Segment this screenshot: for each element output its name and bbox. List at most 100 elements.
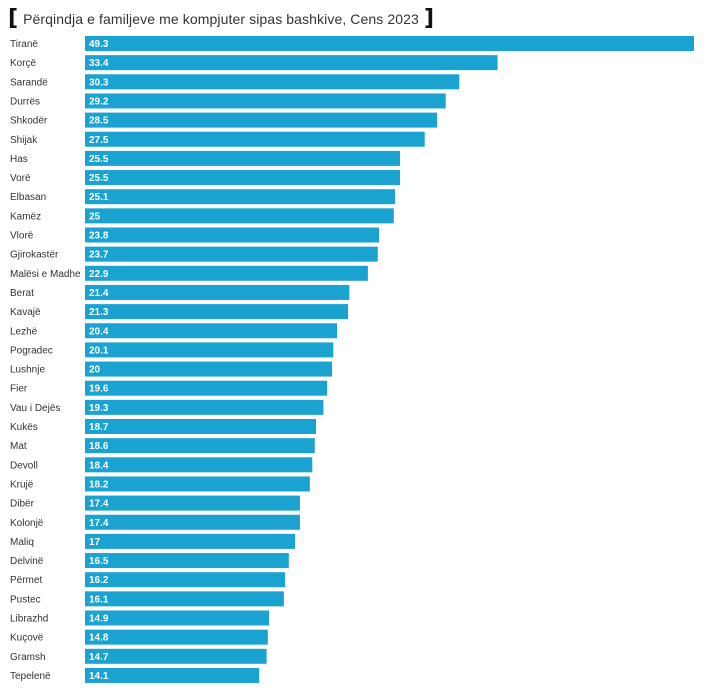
value-label: 14.8 [89, 633, 109, 644]
bar[interactable] [85, 457, 313, 473]
category-label: Tiranë [10, 39, 38, 50]
value-label: 25 [89, 211, 101, 222]
bar[interactable] [85, 476, 310, 492]
category-label: Gjirokastër [10, 250, 59, 261]
title-bracket-left: [ [8, 6, 19, 31]
category-label: Shkodër [10, 116, 48, 127]
value-label: 17.4 [89, 499, 109, 510]
value-label: 49.3 [89, 39, 109, 50]
category-label: Librazhd [10, 614, 48, 625]
bar[interactable] [85, 438, 315, 454]
category-label: Vorë [10, 173, 31, 184]
bar[interactable] [85, 323, 337, 339]
value-label: 14.7 [89, 652, 109, 663]
value-label: 25.1 [89, 192, 109, 203]
bar[interactable] [85, 399, 324, 415]
bar[interactable] [85, 419, 316, 434]
bar[interactable] [85, 553, 289, 569]
bar[interactable] [85, 112, 438, 128]
bar[interactable] [85, 629, 268, 645]
value-label: 30.3 [89, 77, 109, 88]
value-label: 21.4 [89, 288, 109, 299]
category-label: Kukës [10, 422, 38, 433]
category-label: Elbasan [10, 192, 46, 203]
value-label: 16.2 [89, 575, 109, 586]
category-label: Vlorë [10, 231, 34, 242]
bar[interactable] [85, 514, 300, 530]
category-label: Krujë [10, 479, 34, 490]
value-label: 22.9 [89, 269, 109, 280]
bar[interactable] [85, 361, 333, 377]
bar[interactable] [85, 208, 394, 224]
bar[interactable] [85, 572, 286, 588]
value-label: 18.2 [89, 479, 109, 490]
chart-title: Përqindja e familjeve me kompjuter sipas… [23, 11, 419, 27]
category-label: Përmet [10, 575, 42, 586]
value-label: 19.6 [89, 384, 109, 395]
bar[interactable] [85, 284, 350, 300]
value-label: 33.4 [89, 58, 109, 69]
category-label: Lezhë [10, 326, 38, 337]
value-label: 16.1 [89, 594, 109, 605]
bar[interactable] [85, 93, 446, 109]
category-label: Korçë [10, 58, 37, 69]
value-label: 20.1 [89, 345, 109, 356]
bar[interactable] [85, 533, 295, 549]
bar[interactable] [85, 342, 334, 358]
category-label: Kamëz [10, 211, 41, 222]
value-label: 20 [89, 365, 101, 376]
bar[interactable] [85, 227, 379, 243]
value-label: 18.7 [89, 422, 109, 433]
value-label: 18.6 [89, 441, 109, 452]
value-label: 18.4 [89, 460, 109, 471]
bar[interactable] [85, 265, 368, 281]
category-label: Pogradec [10, 345, 53, 356]
bar[interactable] [85, 648, 267, 664]
category-label: Kolonjë [10, 518, 44, 529]
category-label: Dibër [10, 499, 35, 510]
value-label: 23.7 [89, 250, 109, 261]
title-bracket-right: ] [423, 6, 434, 31]
bar[interactable] [85, 55, 498, 71]
value-label: 14.9 [89, 614, 109, 625]
category-label: Kuçovë [10, 633, 44, 644]
value-label: 29.2 [89, 96, 109, 107]
value-label: 17.4 [89, 518, 109, 529]
value-label: 27.5 [89, 135, 109, 146]
bar[interactable] [85, 495, 300, 511]
bar[interactable] [85, 246, 378, 262]
bar[interactable] [85, 74, 460, 90]
category-label: Shijak [10, 135, 38, 146]
bar[interactable] [85, 667, 260, 683]
bar[interactable] [85, 170, 400, 186]
bar[interactable] [85, 150, 400, 166]
bar[interactable] [85, 189, 396, 205]
value-label: 20.4 [89, 326, 109, 337]
bar[interactable] [85, 610, 270, 626]
value-label: 19.3 [89, 403, 109, 414]
bar[interactable] [85, 36, 694, 51]
category-label: Delvinë [10, 556, 44, 567]
value-label: 28.5 [89, 116, 109, 127]
bar[interactable] [85, 131, 425, 147]
category-label: Devoll [10, 460, 38, 471]
category-label: Malësi e Madhe [10, 269, 81, 280]
category-label: Vau i Dejës [10, 403, 60, 414]
category-label: Tepelenë [10, 671, 51, 682]
chart-title-container: [ Përqindja e familjeve me kompjuter sip… [8, 6, 434, 32]
value-label: 16.5 [89, 556, 109, 567]
category-label: Fier [10, 384, 28, 395]
bar[interactable] [85, 380, 328, 396]
value-label: 25.5 [89, 173, 109, 184]
category-label: Gramsh [10, 652, 46, 663]
category-label: Lushnje [10, 365, 45, 376]
value-label: 25.5 [89, 154, 109, 165]
category-label: Pustec [10, 594, 41, 605]
bar[interactable] [85, 304, 349, 320]
category-label: Berat [10, 288, 34, 299]
value-label: 21.3 [89, 307, 109, 318]
bar[interactable] [85, 591, 284, 607]
value-label: 17 [89, 537, 101, 548]
category-label: Maliq [10, 537, 34, 548]
